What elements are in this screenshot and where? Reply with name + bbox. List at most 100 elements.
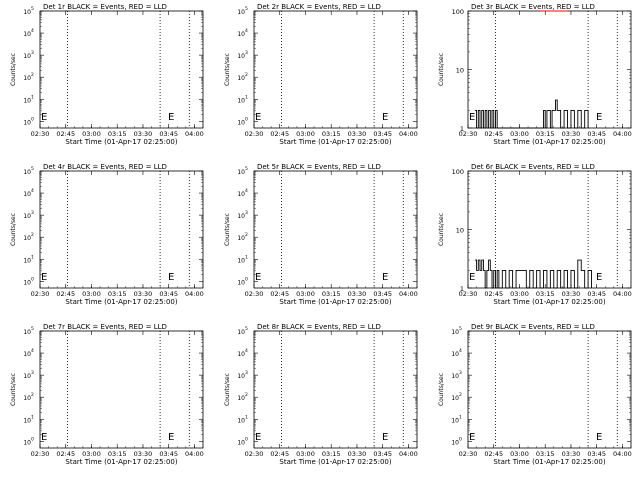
y-tick-exponent: 5: [245, 6, 248, 12]
detector-plot: Det 5r BLACK = Events, RED = LLD Counts/s…: [224, 163, 418, 306]
y-axis-label: Counts/sec: [438, 373, 445, 406]
x-tick-label: 03:00: [82, 290, 101, 298]
x-tick-label: 02:30: [245, 450, 264, 458]
x-tick-label: 03:30: [562, 130, 581, 138]
y-tick-label: 10: [23, 351, 31, 358]
x-tick-label: 02:45: [484, 290, 503, 298]
x-tick-label: 02:45: [270, 290, 289, 298]
x-tick-label: 02:30: [459, 450, 478, 458]
x-tick-label: 03:15: [536, 290, 555, 298]
x-tick-label: 02:30: [459, 130, 478, 138]
y-tick-exponent: 1: [245, 254, 248, 260]
plot-frame: [253, 10, 418, 129]
x-tick-label: 03:15: [322, 450, 341, 458]
y-tick-label: 10: [23, 75, 31, 82]
x-tick-label: 03:15: [536, 130, 555, 138]
y-tick-exponent: 4: [245, 188, 248, 194]
plot-title: Det 4r BLACK = Events, RED = LLD: [43, 163, 167, 171]
x-tick-label: 03:45: [159, 290, 178, 298]
y-tick-exponent: 2: [31, 72, 34, 78]
y-tick-exponent: 2: [31, 232, 34, 238]
y-axis-label: Counts/sec: [224, 213, 231, 246]
x-tick-label: 02:30: [31, 130, 50, 138]
y-tick-exponent: 3: [245, 50, 248, 56]
plot-title: Det 2r BLACK = Events, RED = LLD: [257, 3, 381, 11]
y-tick-exponent: 0: [245, 436, 248, 442]
x-tick-label: 04:00: [185, 450, 204, 458]
y-axis-label: Counts/sec: [10, 53, 17, 86]
y-tick-exponent: 1: [31, 414, 34, 420]
plot-title: Det 1r BLACK = Events, RED = LLD: [43, 3, 167, 11]
x-tick-label: 03:15: [108, 130, 127, 138]
x-tick-label: 03:30: [562, 450, 581, 458]
y-tick-label: 10: [23, 119, 31, 126]
y-axis-label: Counts/sec: [224, 373, 231, 406]
x-tick-label: 03:45: [159, 130, 178, 138]
event-marker-E: E: [41, 432, 47, 443]
y-axis-label: Counts/sec: [10, 373, 17, 406]
y-tick-exponent: 3: [245, 210, 248, 216]
y-tick-exponent: 0: [31, 116, 34, 122]
x-axis-label: Start Time (01-Apr-17 02:25:00): [279, 458, 391, 466]
plot-frame: [39, 330, 204, 449]
event-marker-E: E: [168, 432, 174, 443]
x-tick-label: 04:00: [399, 450, 418, 458]
y-tick-label: 10: [237, 395, 245, 402]
plot-title: Det 9r BLACK = Events, RED = LLD: [471, 323, 595, 331]
x-tick-label: 04:00: [613, 290, 632, 298]
plot-title: Det 6r BLACK = Events, RED = LLD: [471, 163, 595, 171]
x-tick-label: 02:45: [270, 130, 289, 138]
y-tick-label: 10: [451, 329, 459, 336]
x-tick-label: 03:00: [510, 130, 529, 138]
y-axis-label: Counts/sec: [224, 53, 231, 86]
y-tick-exponent: 4: [245, 348, 248, 354]
event-marker-E: E: [469, 272, 475, 283]
x-tick-label: 04:00: [613, 130, 632, 138]
y-tick-label: 10: [237, 31, 245, 38]
x-tick-label: 02:30: [459, 290, 478, 298]
y-tick-label: 10: [23, 279, 31, 286]
x-tick-label: 03:45: [373, 130, 392, 138]
event-marker-E: E: [596, 272, 602, 283]
x-tick-label: 02:30: [31, 450, 50, 458]
y-tick-label: 10: [237, 9, 245, 16]
y-tick-label: 10: [23, 31, 31, 38]
event-marker-E: E: [596, 432, 602, 443]
x-tick-label: 02:45: [484, 130, 503, 138]
y-tick-exponent: 5: [31, 326, 34, 332]
y-tick-exponent: 2: [245, 392, 248, 398]
event-marker-E: E: [469, 112, 475, 123]
y-tick-exponent: 0: [245, 116, 248, 122]
event-marker-E: E: [596, 112, 602, 123]
event-marker-E: E: [255, 432, 261, 443]
plot-frame: [467, 330, 632, 449]
y-tick-exponent: 4: [31, 348, 34, 354]
plot-frame: [39, 170, 204, 289]
x-tick-label: 03:00: [296, 290, 315, 298]
x-tick-label: 03:15: [536, 450, 555, 458]
x-tick-label: 04:00: [399, 290, 418, 298]
x-tick-label: 03:00: [296, 450, 315, 458]
x-tick-label: 03:30: [134, 130, 153, 138]
y-tick-label: 10: [237, 329, 245, 336]
y-tick-exponent: 1: [245, 414, 248, 420]
x-tick-label: 03:30: [348, 450, 367, 458]
y-tick-exponent: 0: [459, 436, 462, 442]
y-tick-label: 10: [237, 439, 245, 446]
detector-plot: Det 3r BLACK = Events, RED = LLD Counts/s…: [438, 3, 632, 146]
x-tick-label: 03:00: [82, 450, 101, 458]
y-tick-exponent: 4: [31, 188, 34, 194]
event-marker-E: E: [255, 272, 261, 283]
x-tick-label: 02:45: [56, 130, 75, 138]
event-marker-E: E: [382, 432, 388, 443]
y-tick-exponent: 0: [31, 276, 34, 282]
x-tick-label: 03:00: [510, 450, 529, 458]
y-tick-label: 10: [451, 373, 459, 380]
y-tick-label: 10: [23, 169, 31, 176]
y-tick-label: 10: [237, 257, 245, 264]
y-tick-exponent: 4: [31, 28, 34, 34]
event-marker-E: E: [168, 112, 174, 123]
x-tick-label: 03:45: [373, 450, 392, 458]
y-tick-exponent: 2: [245, 72, 248, 78]
x-tick-label: 02:45: [56, 450, 75, 458]
